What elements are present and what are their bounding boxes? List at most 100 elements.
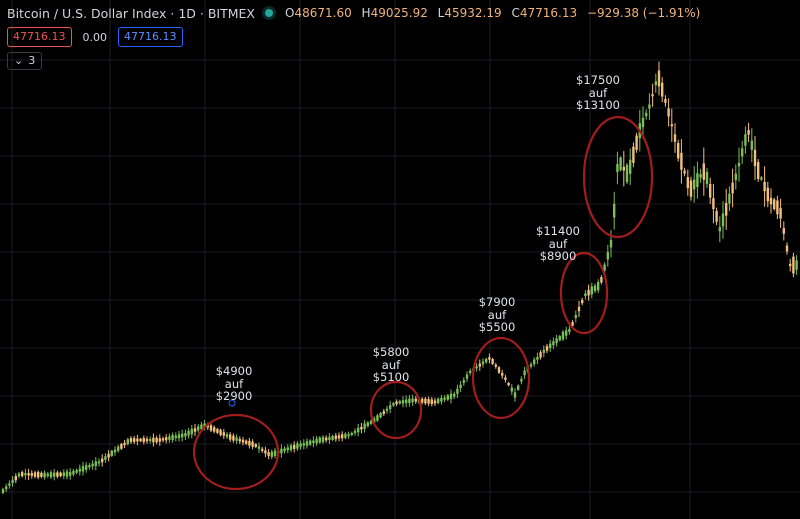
candle-body <box>331 435 334 440</box>
candle-body <box>392 403 395 406</box>
candle-body <box>478 363 481 367</box>
candle-body <box>520 379 523 382</box>
candle-body <box>379 413 382 418</box>
candle-body <box>341 434 344 439</box>
candle-body <box>581 299 584 304</box>
candle-body <box>302 443 305 446</box>
candle-body <box>561 331 565 340</box>
candle-body <box>235 437 238 441</box>
candle-body <box>529 364 533 367</box>
candle-body <box>261 448 264 451</box>
candle-body <box>293 444 296 449</box>
candle-body <box>558 335 561 341</box>
candle-body <box>533 359 536 365</box>
candle-body <box>555 338 558 344</box>
symbol-title[interactable]: Bitcoin / U.S. Dollar Index · 1D · BITME… <box>7 5 255 21</box>
annotation-5: $17500 auf $13100 <box>576 73 620 112</box>
candle-body <box>792 256 795 274</box>
candle-body <box>725 203 728 216</box>
candle-body <box>625 164 629 183</box>
candle-body <box>225 434 229 437</box>
candle-body <box>568 328 571 333</box>
candle-body <box>670 124 673 127</box>
candle-body <box>571 322 574 326</box>
candle-body <box>17 473 21 477</box>
candle-body <box>648 104 651 109</box>
indicator-count: 3 <box>28 54 36 67</box>
candle-body <box>718 227 721 232</box>
candle-body <box>155 437 158 443</box>
candle-body <box>184 433 187 437</box>
candle-body <box>488 357 491 360</box>
candle-body <box>453 393 456 397</box>
candle-body <box>667 108 670 117</box>
candle-body <box>107 453 110 458</box>
candle-body <box>152 437 155 443</box>
candle-body <box>689 180 693 197</box>
candle-body <box>411 398 414 403</box>
annotation-2: $5800 auf $5100 <box>372 345 410 384</box>
candle-body <box>408 398 411 404</box>
candle-body <box>363 423 366 429</box>
candle-body <box>657 70 661 87</box>
candle-body <box>149 438 152 442</box>
candle-body <box>507 382 510 386</box>
candle-body <box>446 395 449 400</box>
candle-body <box>437 398 440 404</box>
candle-body <box>401 400 405 404</box>
candle-body <box>117 446 120 451</box>
candle-body <box>747 130 750 135</box>
candle-body <box>203 423 206 427</box>
candle-body <box>81 466 85 472</box>
candle-body <box>536 356 539 360</box>
candle-body <box>664 98 667 103</box>
candle-body <box>737 162 741 167</box>
candle-body <box>593 285 597 292</box>
highlight-circle <box>559 251 609 335</box>
candle-body <box>171 434 174 441</box>
candle-body <box>549 343 552 349</box>
candle-body <box>43 472 46 478</box>
candle-body <box>494 364 497 367</box>
candle-body <box>216 429 219 433</box>
candle-body <box>577 306 581 312</box>
candle-body <box>283 448 286 452</box>
candle-body <box>49 472 53 478</box>
candle-body <box>337 435 341 439</box>
candle-body <box>427 399 430 404</box>
candle-body <box>245 440 248 444</box>
change-value: −929.38 (−1.91%) <box>586 6 701 20</box>
candle-body <box>734 173 737 181</box>
candle-body <box>273 450 277 456</box>
candle-body <box>641 117 645 128</box>
candle-body <box>158 438 161 442</box>
indicators-toggle-button[interactable]: ⌄ 3 <box>7 52 43 70</box>
sell-price-button[interactable]: 47716.13 <box>7 27 72 47</box>
candle-body <box>373 418 376 423</box>
candle-body <box>709 183 712 198</box>
candle-body <box>699 174 702 178</box>
candle-body <box>485 358 488 363</box>
candle-body <box>229 434 232 440</box>
candle-body <box>241 439 245 443</box>
candle-body <box>789 263 792 267</box>
candle-body <box>21 472 24 477</box>
candle-body <box>613 203 616 218</box>
candle-body <box>481 361 485 365</box>
candle-body <box>168 436 171 440</box>
candle-body <box>213 427 216 432</box>
candle-body <box>510 387 513 392</box>
low-value: 45932.19 <box>444 6 502 20</box>
candle-body <box>59 472 62 477</box>
candle-body <box>440 397 443 402</box>
highlight-circle <box>192 413 280 491</box>
candle-body <box>264 450 267 454</box>
candle-body <box>197 426 200 431</box>
candle-body <box>430 399 433 405</box>
market-status-icon <box>265 9 273 17</box>
candle-body <box>357 427 360 433</box>
candle-body <box>33 472 37 477</box>
buy-price-button[interactable]: 47716.13 <box>118 27 183 47</box>
candle-body <box>405 399 408 404</box>
